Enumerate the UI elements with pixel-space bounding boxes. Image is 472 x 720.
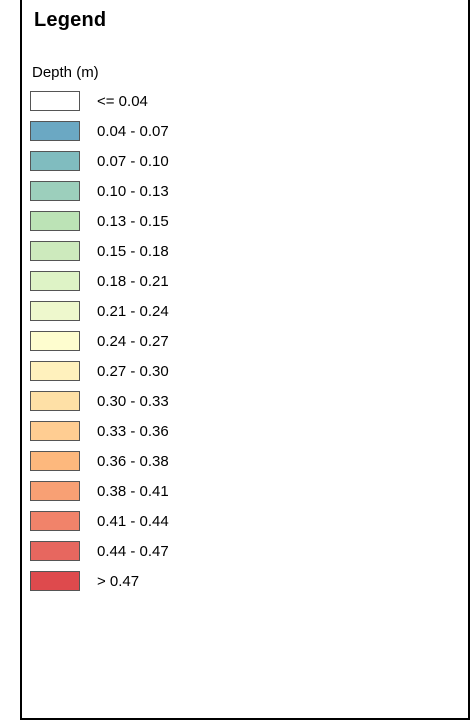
legend-class-label: 0.24 - 0.27 <box>97 332 169 350</box>
legend-swatch <box>30 481 80 501</box>
legend-class-item: 0.33 - 0.36 <box>30 416 169 446</box>
legend-swatch <box>30 211 80 231</box>
legend-class-item: 0.18 - 0.21 <box>30 266 169 296</box>
legend-class-label: 0.10 - 0.13 <box>97 182 169 200</box>
legend-class-label: 0.04 - 0.07 <box>97 122 169 140</box>
legend-class-item: 0.21 - 0.24 <box>30 296 169 326</box>
legend-class-label: 0.27 - 0.30 <box>97 362 169 380</box>
legend-class-label: 0.15 - 0.18 <box>97 242 169 260</box>
legend-class-label: 0.36 - 0.38 <box>97 452 169 470</box>
legend-swatch <box>30 421 80 441</box>
legend-class-label: > 0.47 <box>97 572 140 590</box>
legend-class-label: 0.38 - 0.41 <box>97 482 169 500</box>
legend-class-label: 0.33 - 0.36 <box>97 422 169 440</box>
legend-swatch <box>30 451 80 471</box>
legend-swatch <box>30 241 80 261</box>
legend-class-item: 0.07 - 0.10 <box>30 146 169 176</box>
legend-class-label: 0.21 - 0.24 <box>97 302 169 320</box>
legend-swatch <box>30 541 80 561</box>
legend-class-item: 0.41 - 0.44 <box>30 506 169 536</box>
legend-class-label: 0.30 - 0.33 <box>97 392 169 410</box>
legend-swatch <box>30 301 80 321</box>
legend-swatch <box>30 181 80 201</box>
legend-swatch <box>30 271 80 291</box>
legend-title: Legend <box>34 9 107 31</box>
legend-class-label: <= 0.04 <box>97 92 148 110</box>
legend-field-label: Depth (m) <box>32 64 99 81</box>
legend-swatch <box>30 151 80 171</box>
legend-class-item: > 0.47 <box>30 566 169 596</box>
legend-class-item: 0.44 - 0.47 <box>30 536 169 566</box>
legend-class-label: 0.13 - 0.15 <box>97 212 169 230</box>
legend-swatch <box>30 571 80 591</box>
legend-swatch <box>30 331 80 351</box>
legend-class-label: 0.18 - 0.21 <box>97 272 169 290</box>
legend-class-label: 0.41 - 0.44 <box>97 512 169 530</box>
legend-class-item: 0.38 - 0.41 <box>30 476 169 506</box>
legend-class-item: 0.10 - 0.13 <box>30 176 169 206</box>
legend-class-item: 0.04 - 0.07 <box>30 116 169 146</box>
legend-swatch <box>30 391 80 411</box>
legend-class-item: 0.13 - 0.15 <box>30 206 169 236</box>
legend-panel: Legend Depth (m) <= 0.04 0.04 - 0.07 0.07 … <box>20 0 470 720</box>
legend-swatch <box>30 511 80 531</box>
legend-class-item: 0.24 - 0.27 <box>30 326 169 356</box>
legend-swatch <box>30 121 80 141</box>
legend-swatch <box>30 361 80 381</box>
legend-class-item: 0.36 - 0.38 <box>30 446 169 476</box>
legend-swatch <box>30 91 80 111</box>
legend-class-item: 0.27 - 0.30 <box>30 356 169 386</box>
legend-class-item: 0.30 - 0.33 <box>30 386 169 416</box>
legend-class-label: 0.44 - 0.47 <box>97 542 169 560</box>
legend-class-list: <= 0.04 0.04 - 0.07 0.07 - 0.10 0.10 - 0.13… <box>30 86 169 596</box>
legend-class-item: <= 0.04 <box>30 86 169 116</box>
legend-class-label: 0.07 - 0.10 <box>97 152 169 170</box>
legend-class-item: 0.15 - 0.18 <box>30 236 169 266</box>
